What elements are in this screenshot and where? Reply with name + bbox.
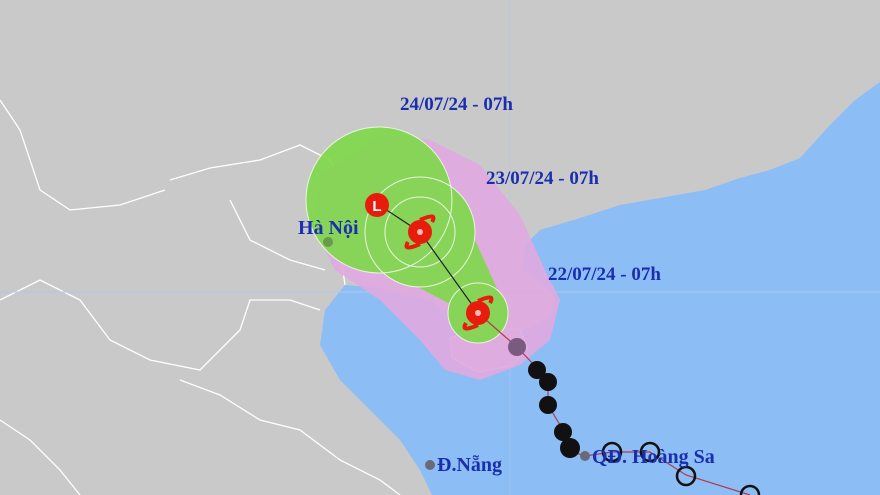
- past-storm-icons: [528, 361, 580, 458]
- place-danang: Đ.Nẵng: [437, 454, 503, 476]
- forecast-label-24: 24/07/24 - 07h: [400, 94, 513, 115]
- place-hanoi: Hà Nội: [298, 217, 359, 239]
- storm-icon-23: [404, 214, 436, 250]
- sea: [320, 82, 880, 495]
- forecast-label-23: 23/07/24 - 07h: [486, 168, 599, 189]
- low-pressure-icon: L: [365, 193, 389, 217]
- low-pressure-letter: L: [372, 198, 381, 215]
- danang-marker: [425, 460, 435, 470]
- weakened-storm-icon: [508, 338, 526, 356]
- hanoi-marker: [323, 237, 333, 247]
- depression-circles: [601, 441, 761, 495]
- hoangsa-marker: [580, 451, 590, 461]
- storm-icon-22: [462, 295, 494, 331]
- forecast-label-22: 22/07/24 - 07h: [548, 264, 661, 285]
- place-hoangsa: QĐ. Hoàng Sa: [592, 446, 715, 468]
- wind-circles: [305, 126, 509, 344]
- borders: [0, 99, 401, 495]
